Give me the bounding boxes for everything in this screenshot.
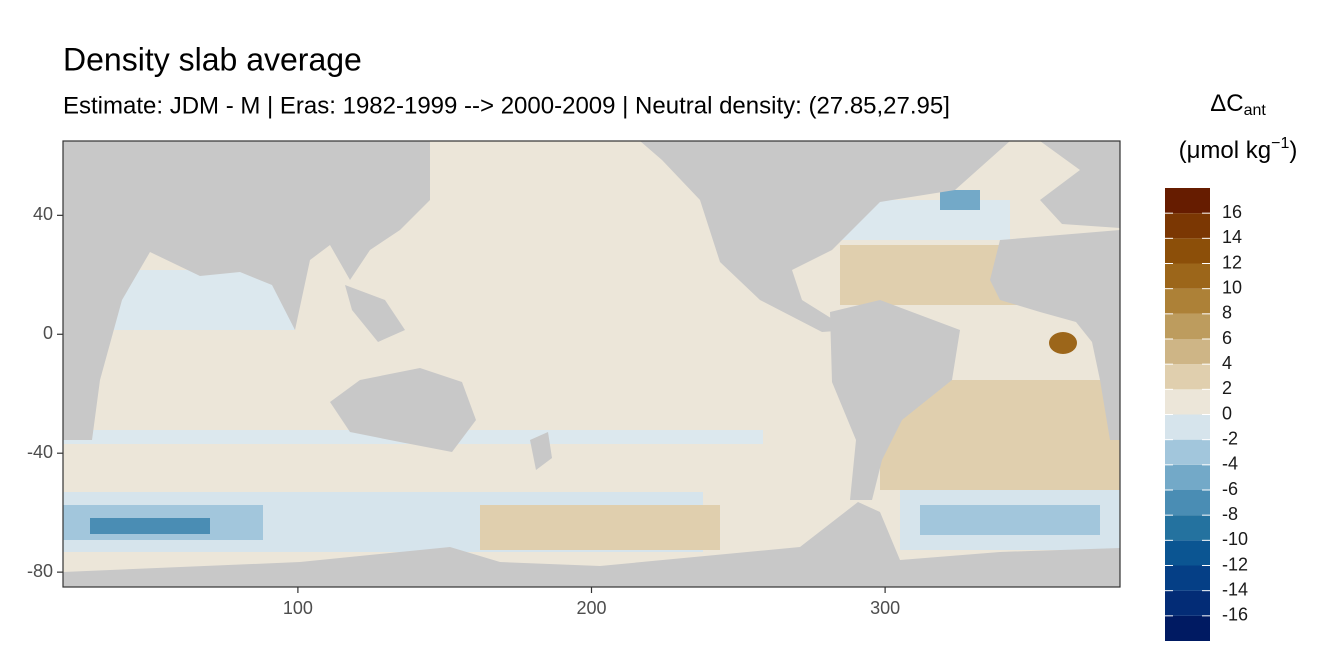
legend-label: 12 — [1222, 252, 1242, 272]
legend-swatch — [1165, 565, 1210, 591]
legend-label: -16 — [1222, 605, 1248, 625]
y-tick-label: -80 — [27, 561, 53, 581]
legend-label: -8 — [1222, 504, 1238, 524]
legend-swatch — [1165, 288, 1210, 314]
legend-label: 10 — [1222, 277, 1242, 297]
legend-title-subscript: ant — [1244, 102, 1267, 119]
land-mass — [1040, 141, 1120, 228]
legend-swatch — [1165, 540, 1210, 566]
legend-label: -4 — [1222, 454, 1238, 474]
legend-swatch — [1165, 464, 1210, 490]
chart-title: Density slab average — [63, 41, 362, 77]
legend-label: -14 — [1222, 579, 1248, 599]
legend-unit: (μmol kg−1) — [1179, 135, 1298, 164]
legend-label: 8 — [1222, 303, 1232, 323]
y-tick-label: 40 — [33, 204, 53, 224]
legend-label: 0 — [1222, 403, 1232, 423]
land-mass — [63, 141, 430, 440]
legend-label: 2 — [1222, 378, 1232, 398]
land-mass — [530, 432, 552, 470]
chart-subtitle: Estimate: JDM - M | Eras: 1982-1999 --> … — [63, 92, 950, 119]
legend-swatch — [1165, 615, 1210, 641]
ocean-patch — [90, 518, 210, 534]
ocean-patch — [940, 190, 980, 210]
legend-label: -10 — [1222, 529, 1248, 549]
legend-label: 6 — [1222, 328, 1232, 348]
legend-unit-text: (μmol kg — [1179, 137, 1272, 164]
legend-swatch — [1165, 188, 1210, 214]
legend-swatch — [1165, 439, 1210, 465]
land-mass — [830, 300, 960, 500]
legend-label: 14 — [1222, 227, 1242, 247]
land — [63, 141, 1120, 587]
legend-swatch — [1165, 414, 1210, 440]
legend-swatch — [1165, 364, 1210, 390]
legend-swatch — [1165, 590, 1210, 616]
x-tick-label: 100 — [283, 598, 313, 618]
legend-swatch — [1165, 213, 1210, 239]
legend-swatch — [1165, 238, 1210, 264]
legend-swatch — [1165, 313, 1210, 339]
legend-swatch — [1165, 339, 1210, 365]
y-tick-label: -40 — [27, 442, 53, 462]
land-mass — [640, 141, 1010, 332]
ocean-patch — [480, 505, 720, 550]
legend-unit-close: ) — [1289, 137, 1297, 164]
land-mass — [63, 502, 1120, 587]
legend-label: -12 — [1222, 554, 1248, 574]
map — [63, 141, 1120, 587]
land-mass — [990, 230, 1120, 440]
legend-swatch — [1165, 263, 1210, 289]
y-tick-label: 0 — [43, 323, 53, 343]
legend-title: ΔCant — [1210, 90, 1266, 119]
legend-label: 4 — [1222, 353, 1232, 373]
legend-title-symbol: ΔC — [1210, 90, 1243, 117]
legend-label: 16 — [1222, 202, 1242, 222]
x-tick-label: 300 — [870, 598, 900, 618]
legend-swatch — [1165, 515, 1210, 541]
legend-label: -6 — [1222, 479, 1238, 499]
x-tick-label: 200 — [576, 598, 606, 618]
ocean-patch — [1049, 332, 1077, 354]
land-mass — [330, 368, 476, 452]
legend-label: -2 — [1222, 428, 1238, 448]
legend-swatch — [1165, 490, 1210, 516]
ocean-patch — [920, 505, 1100, 535]
land-mass — [345, 285, 405, 342]
legend-swatch — [1165, 389, 1210, 415]
legend-unit-power: −1 — [1271, 135, 1289, 152]
